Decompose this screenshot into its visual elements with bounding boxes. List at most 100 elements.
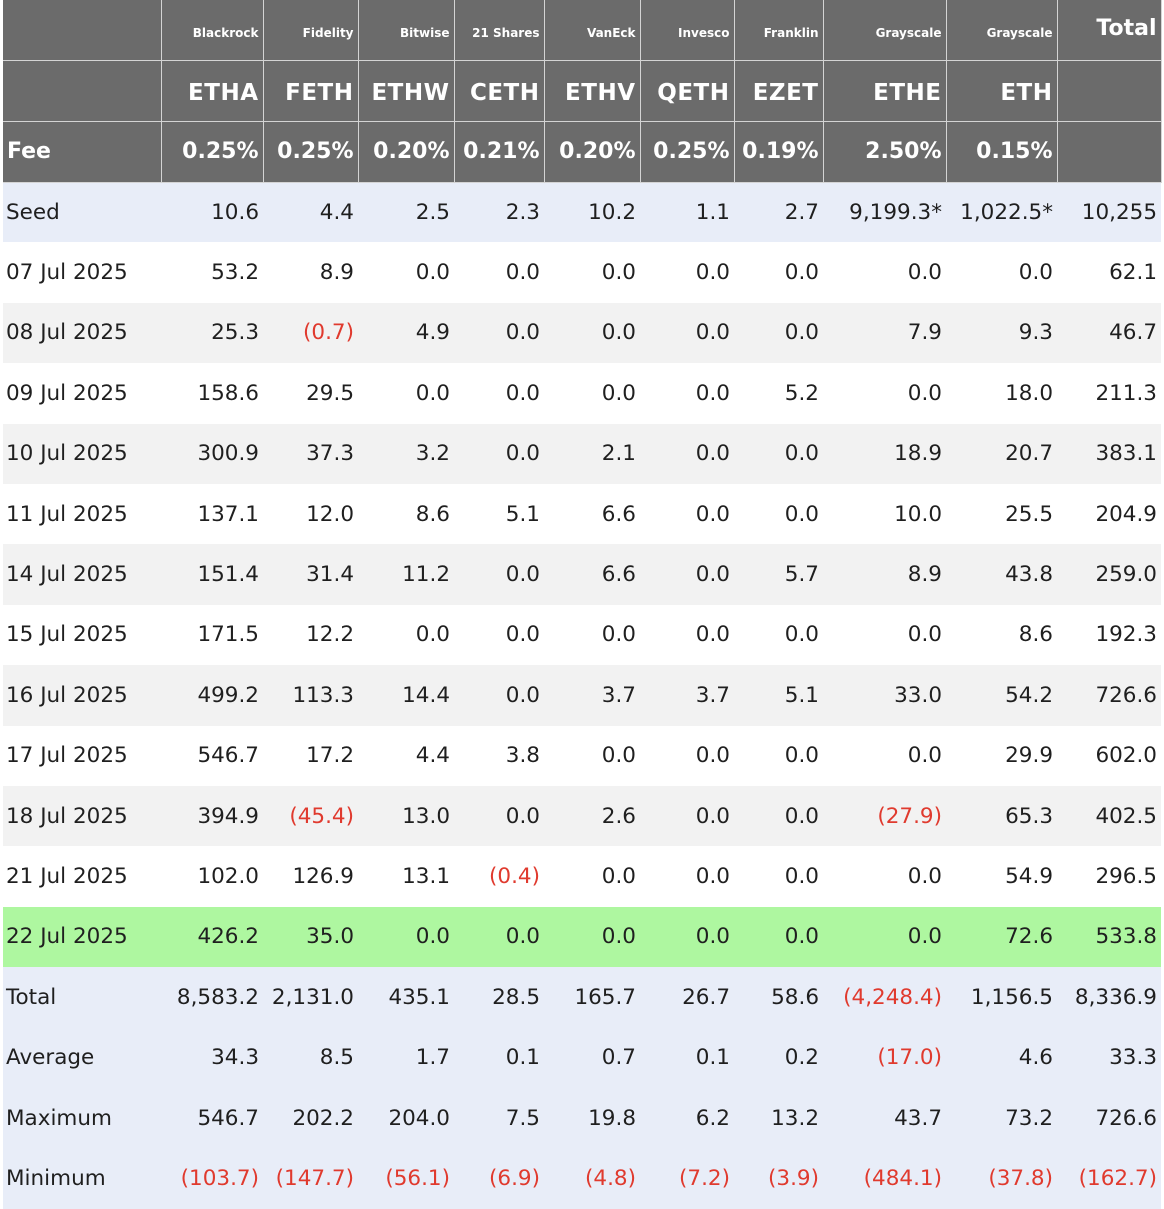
summary-row: Average 34.3 8.5 1.7 0.1 0.7 0.1 0.2 (17.0) 4.6 33… (3, 1027, 1161, 1088)
flow-value-cell: 0.0 (544, 302, 640, 364)
flow-value-cell: (3.9) (734, 1148, 823, 1209)
flow-value-cell: 499.2 (161, 665, 263, 726)
flow-value-cell: (27.9) (823, 785, 946, 847)
row-total-cell: 726.6 (1057, 1087, 1161, 1149)
flow-value-cell: 0.0 (358, 363, 454, 424)
flow-value-cell: 0.0 (454, 906, 544, 968)
flow-value-cell: 113.3 (263, 665, 358, 726)
flow-value-cell: 10.0 (823, 483, 946, 545)
flow-value-cell: 137.1 (161, 483, 263, 545)
flow-value-cell: 4.4 (358, 725, 454, 786)
flow-value-cell: 5.2 (734, 363, 823, 424)
ticker-cell: ETH (946, 60, 1058, 122)
flow-value-cell: 8.9 (823, 544, 946, 605)
flow-value-cell: 2.6 (544, 785, 640, 847)
flow-value-cell: 2,131.0 (263, 967, 358, 1028)
flow-value-cell: 33.0 (823, 665, 946, 726)
row-total-cell: 10,255 (1057, 182, 1161, 243)
flow-value-cell: (4,248.4) (823, 967, 946, 1028)
summary-row: Total 8,583.2 2,131.0 435.1 28.5 165.7 26.7 58.… (3, 967, 1161, 1028)
row-label: 22 Jul 2025 (3, 906, 161, 968)
row-total-cell: 33.3 (1057, 1027, 1161, 1088)
flow-value-cell: 300.9 (161, 423, 263, 484)
flow-value-cell: 0.0 (734, 302, 823, 364)
flow-value-cell: 0.0 (454, 242, 544, 303)
issuer-cell: Invesco (640, 0, 735, 61)
issuer-cell: Fidelity (263, 0, 359, 61)
flow-value-cell: 5.1 (454, 483, 544, 545)
flow-value-cell: 6.6 (544, 544, 640, 605)
flow-value-cell: 171.5 (161, 604, 263, 666)
flow-value-cell: 4.9 (358, 302, 454, 364)
total-column-header: Total (1057, 0, 1162, 61)
row-label: 10 Jul 2025 (3, 423, 161, 484)
flow-value-cell: 6.2 (640, 1087, 734, 1149)
flow-value-cell: 26.7 (640, 967, 734, 1028)
flow-value-cell: 13.0 (358, 785, 454, 847)
flow-value-cell: 3.8 (454, 725, 544, 786)
flow-value-cell: 11.2 (358, 544, 454, 605)
flow-value-cell: 0.0 (454, 665, 544, 726)
flow-value-cell: 0.0 (358, 242, 454, 303)
flow-value-cell: (147.7) (263, 1148, 358, 1209)
flow-value-cell: 0.1 (640, 1027, 734, 1088)
flow-value-cell: 0.0 (454, 423, 544, 484)
flow-value-cell: 0.0 (640, 785, 734, 847)
flow-value-cell: (56.1) (358, 1148, 454, 1209)
flow-value-cell: 28.5 (454, 967, 544, 1028)
row-total-cell: (162.7) (1057, 1148, 1161, 1209)
flows-body: Seed 10.6 4.4 2.5 2.3 10.2 1.1 2.7 9,199.3* 1,022… (3, 182, 1161, 1209)
flow-value-cell: 8.5 (263, 1027, 358, 1088)
row-label: 15 Jul 2025 (3, 604, 161, 666)
ticker-cell: ETHW (358, 60, 455, 122)
row-label: Average (3, 1027, 161, 1088)
flow-value-cell: 73.2 (946, 1087, 1057, 1149)
table-row: 21 Jul 2025 102.0 126.9 13.1 (0.4) 0.0 0.0 0.0 0… (3, 846, 1161, 907)
ticker-header-row: ETHA FETH ETHW CETH ETHV QETH EZET ETHE … (3, 60, 1162, 122)
row-total-cell: 204.9 (1057, 483, 1161, 545)
flow-value-cell: (4.8) (544, 1148, 640, 1209)
flow-value-cell: 204.0 (358, 1087, 454, 1149)
row-total-cell: 296.5 (1057, 846, 1161, 907)
flow-value-cell: 546.7 (161, 725, 263, 786)
flow-value-cell: 29.5 (263, 363, 358, 424)
total-fee-cell (1057, 121, 1162, 183)
flow-value-cell: 35.0 (263, 906, 358, 968)
flow-value-cell: 10.6 (161, 182, 263, 243)
row-total-cell: 62.1 (1057, 242, 1161, 303)
flow-value-cell: 0.0 (544, 242, 640, 303)
flow-value-cell: 0.0 (823, 725, 946, 786)
flow-value-cell: (7.2) (640, 1148, 734, 1209)
flow-value-cell: 546.7 (161, 1087, 263, 1149)
flow-value-cell: 0.0 (454, 544, 544, 605)
flow-value-cell: 3.7 (544, 665, 640, 726)
table-row: 10 Jul 2025 300.9 37.3 3.2 0.0 2.1 0.0 0.0 18.9 2… (3, 423, 1161, 484)
flow-value-cell: 10.2 (544, 182, 640, 243)
flow-value-cell: 165.7 (544, 967, 640, 1028)
flow-value-cell: 54.2 (946, 665, 1057, 726)
issuer-cell: Bitwise (358, 0, 455, 61)
flow-value-cell: 0.0 (358, 906, 454, 968)
flow-value-cell: 5.1 (734, 665, 823, 726)
flow-value-cell: 54.9 (946, 846, 1057, 907)
flow-value-cell: 18.0 (946, 363, 1057, 424)
flow-value-cell: 0.0 (640, 483, 734, 545)
flow-value-cell: 13.1 (358, 846, 454, 907)
flow-value-cell: 0.0 (823, 604, 946, 666)
fee-cell: 2.50% (823, 121, 947, 183)
flow-value-cell: 8.6 (946, 604, 1057, 666)
issuer-cell: Franklin (734, 0, 824, 61)
flow-value-cell: 34.3 (161, 1027, 263, 1088)
flow-value-cell: 0.0 (640, 906, 734, 968)
fee-cell: 0.20% (544, 121, 641, 183)
summary-row: Minimum (103.7) (147.7) (56.1) (6.9) (4.8) (7.… (3, 1148, 1161, 1209)
flow-value-cell: 0.0 (946, 242, 1057, 303)
fee-cell: 0.25% (161, 121, 264, 183)
flow-value-cell: 25.3 (161, 302, 263, 364)
fee-header-row: Fee 0.25% 0.25% 0.20% 0.21% 0.20% 0.25% … (3, 121, 1162, 183)
flow-value-cell: 426.2 (161, 906, 263, 968)
row-label: 11 Jul 2025 (3, 483, 161, 545)
flow-value-cell: (45.4) (263, 785, 358, 847)
row-total-cell: 726.6 (1057, 665, 1161, 726)
